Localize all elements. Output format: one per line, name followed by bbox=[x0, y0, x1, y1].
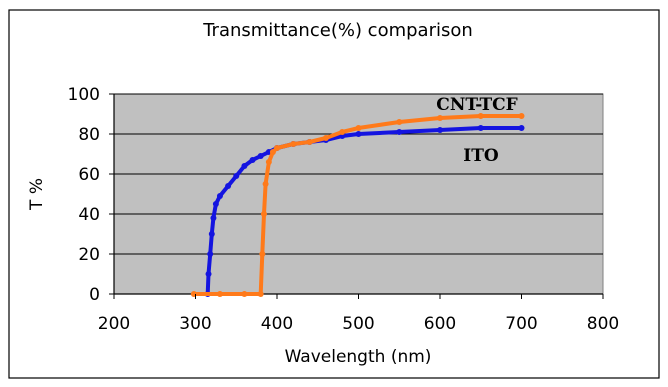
data-point-ito bbox=[396, 129, 403, 135]
series-cnt-tcf bbox=[190, 113, 525, 297]
data-point-ito bbox=[518, 125, 525, 131]
data-point-cnt-tcf bbox=[355, 125, 362, 131]
data-point-ito bbox=[216, 193, 223, 199]
x-tick-label: 800 bbox=[587, 314, 619, 334]
data-point-ito bbox=[205, 271, 212, 277]
data-point-cnt-tcf bbox=[265, 159, 272, 165]
x-tick-label: 300 bbox=[179, 314, 211, 334]
y-tick-label: 0 bbox=[89, 285, 100, 305]
data-point-cnt-tcf bbox=[322, 135, 329, 141]
x-axis-label: Wavelength (nm) bbox=[285, 347, 432, 367]
data-point-cnt-tcf bbox=[257, 291, 264, 297]
data-point-ito bbox=[437, 127, 443, 133]
x-tick-label: 200 bbox=[98, 314, 130, 334]
data-point-ito bbox=[355, 131, 362, 137]
y-tick-label: 60 bbox=[78, 165, 100, 185]
data-point-cnt-tcf bbox=[437, 115, 443, 121]
data-point-ito bbox=[249, 157, 256, 163]
y-tick-label: 80 bbox=[78, 125, 100, 145]
series-layer bbox=[190, 113, 525, 297]
y-tick-label: 100 bbox=[68, 85, 100, 105]
data-point-cnt-tcf bbox=[241, 291, 248, 297]
data-point-ito bbox=[210, 215, 217, 221]
data-point-ito bbox=[477, 125, 484, 131]
chart-title: Transmittance(%) comparison bbox=[202, 20, 473, 41]
plot-area bbox=[113, 93, 604, 295]
x-tick-label: 400 bbox=[261, 314, 293, 334]
gridlines bbox=[114, 93, 603, 255]
data-point-cnt-tcf bbox=[396, 119, 403, 125]
data-point-ito bbox=[212, 201, 219, 207]
data-point-ito bbox=[225, 183, 232, 189]
data-point-cnt-tcf bbox=[216, 291, 223, 297]
data-point-ito bbox=[207, 251, 214, 257]
x-tick-label: 500 bbox=[342, 314, 374, 334]
data-point-cnt-tcf bbox=[260, 211, 267, 217]
data-point-ito bbox=[257, 153, 264, 159]
data-point-ito bbox=[233, 173, 240, 179]
data-point-cnt-tcf bbox=[290, 141, 297, 147]
data-point-cnt-tcf bbox=[339, 129, 346, 135]
tick-labels: 0 20 40 60 80 100 200 300 400 500 600 700 800 bbox=[68, 85, 620, 334]
y-axis-label: T % bbox=[27, 178, 47, 211]
x-tick-label: 700 bbox=[505, 314, 537, 334]
series-label-ito: ITO bbox=[463, 146, 499, 166]
data-point-cnt-tcf bbox=[274, 145, 280, 151]
data-point-cnt-tcf bbox=[259, 251, 266, 257]
y-tick-label: 40 bbox=[78, 205, 100, 225]
data-point-ito bbox=[208, 231, 215, 237]
x-tick-label: 600 bbox=[424, 314, 456, 334]
series-label-cnt-tcf: CNT-TCF bbox=[436, 95, 517, 115]
data-point-cnt-tcf bbox=[518, 113, 525, 119]
y-tick-label: 20 bbox=[78, 245, 100, 265]
data-point-cnt-tcf bbox=[262, 181, 269, 187]
data-point-ito bbox=[241, 163, 248, 169]
data-point-cnt-tcf bbox=[306, 139, 313, 145]
series-labels: ITO CNT-TCF bbox=[436, 95, 517, 166]
data-point-cnt-tcf bbox=[269, 149, 276, 155]
data-point-cnt-tcf bbox=[477, 113, 484, 119]
